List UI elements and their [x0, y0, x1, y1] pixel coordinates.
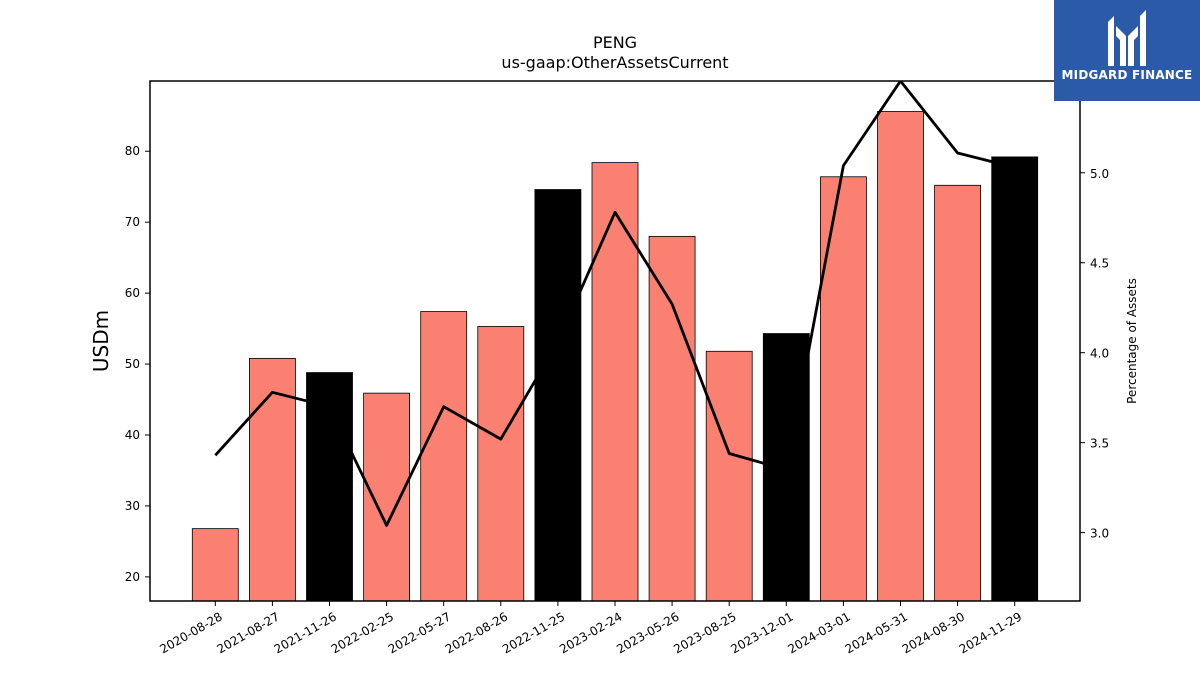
x-tick-label: 2022-05-27 — [386, 609, 453, 656]
y2-tick-label: 5.0 — [1090, 167, 1109, 181]
y2-tick-label: 4.5 — [1090, 257, 1109, 271]
y-tick-label: 40 — [125, 428, 140, 442]
x-tick-label: 2022-08-26 — [443, 609, 510, 656]
y2-tick-label: 4.0 — [1090, 347, 1109, 361]
bar-2022-05-27 — [420, 311, 468, 602]
x-tick-label: 2022-11-25 — [500, 609, 567, 656]
y-tick-label: 70 — [125, 215, 140, 229]
bar-2021-08-27 — [248, 357, 296, 602]
y-tick-label: 80 — [125, 144, 140, 158]
right-axis: 3.0 3.5 4.0 4.5 5.0 — [1080, 167, 1109, 541]
y2-tick-label: 3.5 — [1090, 437, 1109, 451]
y2-axis-label: Percentage of Assets — [1125, 278, 1139, 404]
y-tick-label: 60 — [125, 286, 140, 300]
chart-subtitle: us-gaap:OtherAssetsCurrent — [501, 53, 728, 72]
y-axis-label: USDm — [89, 310, 113, 372]
chart-title: PENG — [593, 33, 637, 52]
bar-2021-11-26 — [306, 372, 353, 602]
x-tick-label: 2023-02-24 — [557, 609, 624, 656]
x-tick-label: 2023-05-26 — [614, 609, 681, 656]
x-tick-label: 2024-03-01 — [785, 609, 852, 656]
bar-2020-08-28 — [191, 528, 239, 602]
bar-2023-08-25 — [705, 350, 753, 602]
bar-2023-02-24 — [591, 162, 639, 602]
bar-2024-05-31 — [877, 111, 924, 602]
bar-2024-08-30 — [934, 184, 981, 602]
x-tick-label: 2021-08-27 — [214, 609, 281, 656]
percentage-line — [214, 81, 1016, 527]
x-tick-label: 2021-11-26 — [272, 609, 339, 656]
x-tick-label: 2024-08-30 — [900, 609, 967, 656]
bar-2024-11-29 — [991, 156, 1039, 602]
left-axis: 20 30 40 50 60 70 80 — [125, 144, 150, 584]
x-tick-label: 2023-08-25 — [671, 609, 738, 656]
y-tick-label: 30 — [125, 499, 140, 513]
bar-2024-03-01 — [820, 176, 867, 602]
bar-2022-11-25 — [534, 189, 582, 602]
x-tick-label: 2020-08-28 — [157, 609, 224, 656]
logo-text: MIDGARD FINANCE — [1061, 68, 1193, 82]
y-tick-label: 50 — [125, 357, 140, 371]
line-series — [214, 81, 1016, 527]
y-tick-label: 20 — [125, 570, 140, 584]
bar-2022-02-25 — [363, 392, 411, 602]
x-tick-label: 2023-12-01 — [728, 609, 795, 656]
logo-mark-icon — [1108, 10, 1146, 66]
bar-series — [191, 111, 1039, 602]
y2-tick-label: 3.0 — [1090, 527, 1109, 541]
x-tick-label: 2024-05-31 — [843, 609, 910, 656]
bar-2023-05-26 — [648, 235, 696, 602]
x-tick-label: 2022-02-25 — [329, 609, 396, 656]
x-axis: 2020-08-282021-08-272021-11-262022-02-25… — [157, 601, 1024, 656]
bar-2022-08-26 — [477, 326, 525, 602]
brand-logo: MIDGARD FINANCE — [1054, 0, 1200, 101]
x-tick-label: 2024-11-29 — [957, 609, 1024, 656]
